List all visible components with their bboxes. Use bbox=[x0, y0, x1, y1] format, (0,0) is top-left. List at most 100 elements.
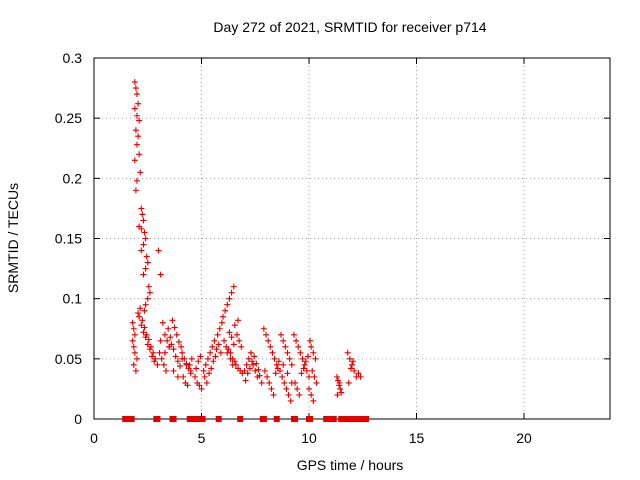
data-point bbox=[355, 370, 362, 377]
flag-point bbox=[340, 416, 347, 422]
data-point bbox=[145, 336, 152, 343]
data-point bbox=[174, 373, 181, 380]
data-point bbox=[130, 361, 137, 368]
data-point bbox=[313, 379, 320, 386]
data-point bbox=[251, 353, 258, 360]
y-tick-label: 0.05 bbox=[55, 351, 82, 367]
data-point bbox=[283, 385, 290, 392]
data-point bbox=[192, 373, 199, 380]
data-point bbox=[177, 363, 183, 370]
data-point bbox=[308, 391, 315, 398]
data-point bbox=[145, 283, 152, 290]
data-point bbox=[157, 337, 164, 344]
data-point bbox=[294, 385, 301, 392]
data-point bbox=[226, 329, 233, 336]
data-point bbox=[131, 157, 138, 164]
data-point bbox=[170, 346, 177, 353]
data-point bbox=[160, 361, 167, 368]
data-point bbox=[134, 91, 140, 98]
data-point bbox=[302, 358, 309, 365]
data-point bbox=[244, 370, 251, 377]
data-point bbox=[217, 349, 224, 356]
flag-point bbox=[307, 416, 314, 422]
y-tick-label: 0.25 bbox=[55, 110, 82, 126]
data-point bbox=[279, 373, 286, 380]
data-point bbox=[210, 358, 217, 365]
data-point bbox=[351, 367, 358, 374]
x-tick-label: 15 bbox=[409, 430, 425, 446]
data-point bbox=[222, 307, 229, 314]
data-point bbox=[202, 361, 209, 368]
data-point bbox=[333, 373, 340, 380]
data-point bbox=[243, 361, 250, 368]
data-point bbox=[344, 349, 351, 356]
data-point bbox=[138, 225, 145, 232]
data-point bbox=[216, 325, 223, 332]
data-point bbox=[135, 133, 142, 140]
data-point bbox=[155, 247, 162, 254]
data-point bbox=[278, 331, 285, 338]
data-point bbox=[214, 331, 221, 338]
data-point bbox=[141, 324, 148, 331]
data-point bbox=[163, 367, 170, 374]
data-point bbox=[137, 169, 144, 176]
data-point bbox=[140, 271, 147, 278]
data-point bbox=[141, 229, 148, 236]
data-point bbox=[209, 343, 216, 350]
flag-point bbox=[195, 416, 202, 422]
data-point bbox=[249, 358, 256, 365]
data-point bbox=[290, 331, 297, 338]
flag-point bbox=[170, 416, 177, 422]
data-point bbox=[284, 349, 291, 356]
data-point bbox=[334, 391, 341, 398]
data-point bbox=[173, 331, 180, 338]
data-point bbox=[136, 117, 143, 124]
data-point bbox=[298, 370, 305, 377]
data-point bbox=[245, 355, 252, 362]
data-point bbox=[255, 366, 262, 373]
data-point bbox=[285, 391, 292, 398]
data-point bbox=[306, 385, 312, 392]
data-point bbox=[134, 141, 140, 148]
data-point bbox=[347, 365, 354, 372]
flag-point bbox=[362, 416, 369, 422]
data-point bbox=[206, 370, 213, 377]
flag-point bbox=[154, 416, 161, 422]
data-point bbox=[171, 324, 178, 331]
data-point bbox=[229, 361, 236, 368]
data-point bbox=[138, 322, 145, 329]
data-point bbox=[174, 358, 181, 365]
data-point bbox=[142, 235, 149, 242]
grid-lines bbox=[94, 58, 610, 419]
flag-point bbox=[237, 416, 244, 422]
x-axis: 0 5 10 15 20 bbox=[90, 58, 532, 446]
data-point bbox=[231, 322, 238, 329]
data-point bbox=[152, 355, 159, 362]
data-point bbox=[304, 353, 311, 360]
data-point bbox=[134, 355, 140, 362]
data-point bbox=[220, 313, 226, 320]
data-point bbox=[271, 355, 278, 362]
data-point bbox=[157, 271, 164, 278]
data-point bbox=[159, 319, 166, 326]
y-tick-label: 0 bbox=[74, 411, 82, 427]
data-point bbox=[299, 355, 306, 362]
data-point bbox=[143, 331, 150, 338]
data-point bbox=[284, 370, 291, 377]
data-point bbox=[338, 389, 345, 396]
data-point bbox=[142, 301, 149, 308]
y-axis: 0 0.05 0.1 0.15 0.2 0.25 0.3 bbox=[55, 50, 610, 427]
data-point bbox=[224, 301, 231, 308]
data-point bbox=[288, 361, 295, 368]
x-tick-label: 10 bbox=[301, 430, 317, 446]
data-point bbox=[180, 373, 187, 380]
flag-point bbox=[128, 416, 135, 422]
y-tick-label: 0.15 bbox=[55, 231, 82, 247]
data-point bbox=[187, 367, 194, 374]
data-point bbox=[282, 343, 289, 350]
data-point bbox=[131, 349, 138, 356]
data-point bbox=[228, 334, 235, 341]
data-point bbox=[276, 367, 283, 374]
flag-point bbox=[354, 416, 361, 422]
flag-point bbox=[186, 416, 193, 422]
